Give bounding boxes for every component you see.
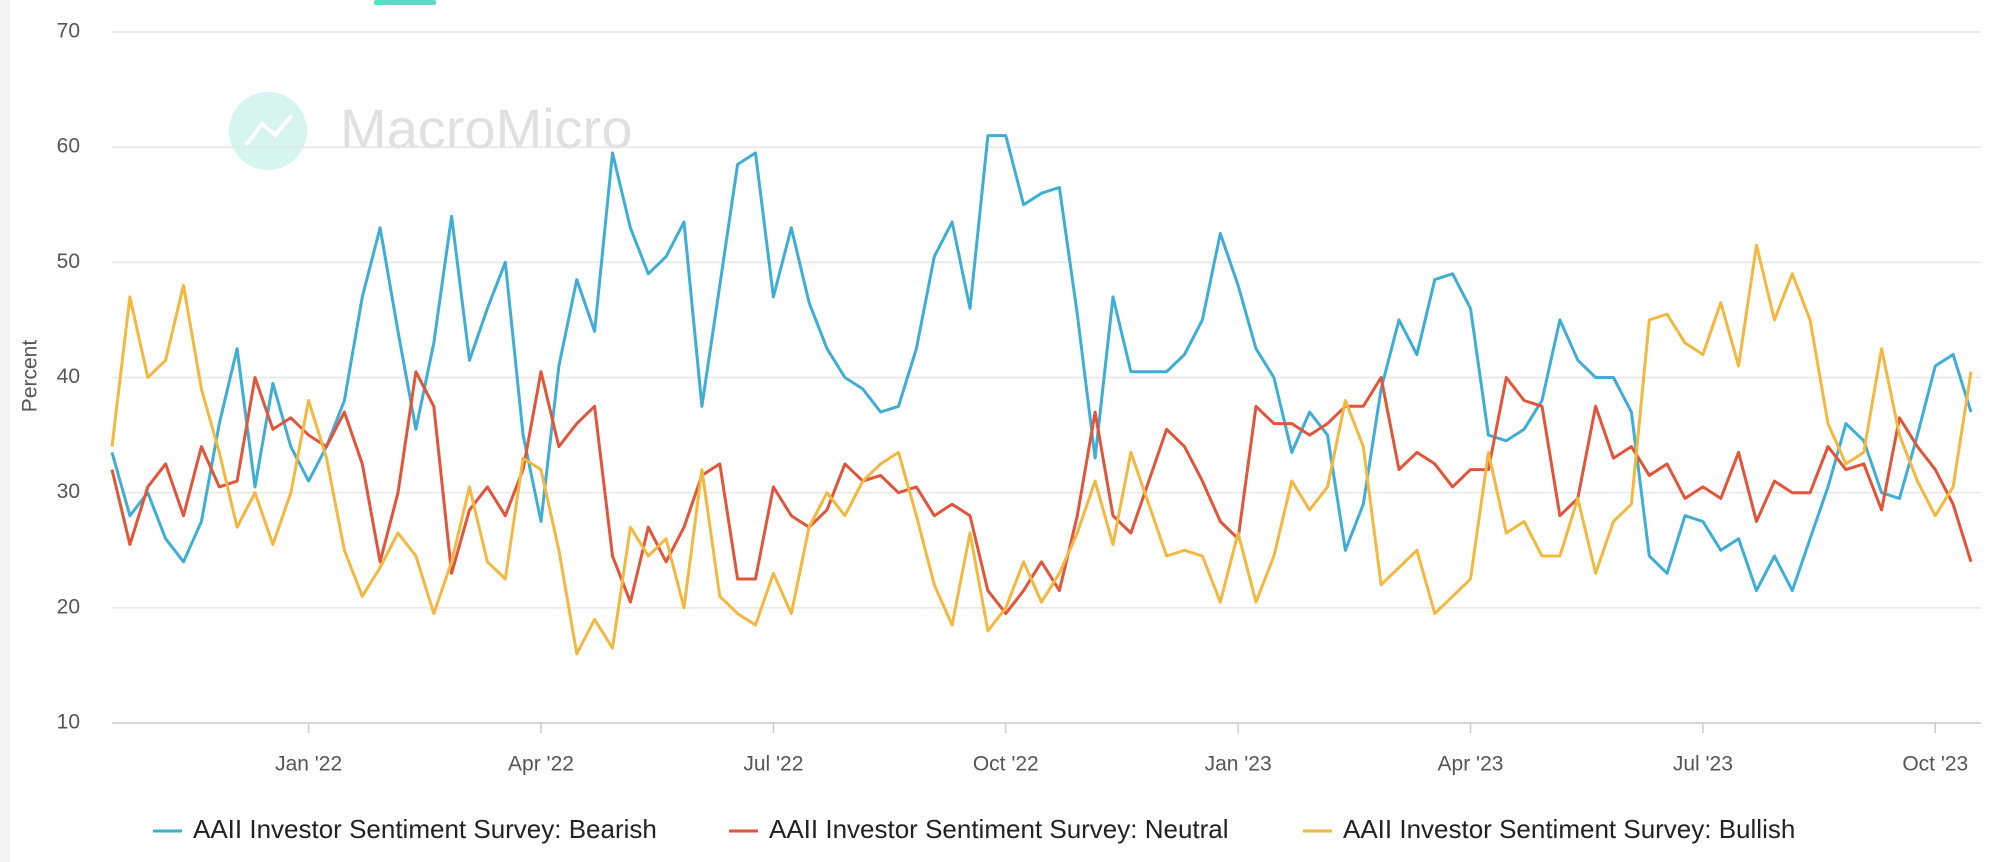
x-tick-label: Oct '22 <box>973 753 1039 776</box>
top-tab <box>374 0 436 5</box>
y-tick-label: 30 <box>57 480 80 503</box>
y-tick-label: 10 <box>57 711 80 734</box>
y-tick-label: 20 <box>57 595 80 618</box>
legend-label: AAII Investor Sentiment Survey: Bearish <box>193 814 657 844</box>
watermark-icon <box>244 113 294 147</box>
legend-label: AAII Investor Sentiment Survey: Neutral <box>769 814 1229 844</box>
x-tick-label: Jul '23 <box>1673 753 1733 776</box>
series-line <box>110 134 1973 593</box>
x-tick-label: Jan '23 <box>1205 753 1272 776</box>
series-line <box>110 243 1973 656</box>
y-tick-label: 70 <box>57 20 80 43</box>
x-tick-label: Apr '22 <box>508 753 574 776</box>
y-tick-label: 40 <box>57 365 80 388</box>
watermark-logo <box>229 92 307 170</box>
legend-label: AAII Investor Sentiment Survey: Bullish <box>1343 814 1795 844</box>
side-strip <box>0 0 10 862</box>
y-tick-label: 60 <box>57 135 80 158</box>
x-tick-label: Jul '22 <box>743 753 803 776</box>
y-axis-label: Percent <box>19 340 42 413</box>
watermark: MacroMicro <box>340 97 632 160</box>
x-tick-label: Apr '23 <box>1438 753 1504 776</box>
watermark-group: MacroMicro <box>229 92 632 170</box>
series-line <box>110 370 1973 616</box>
y-tick-label: 50 <box>57 250 80 273</box>
x-tick-label: Jan '22 <box>275 753 342 776</box>
x-tick-label: Oct '23 <box>1902 753 1968 776</box>
